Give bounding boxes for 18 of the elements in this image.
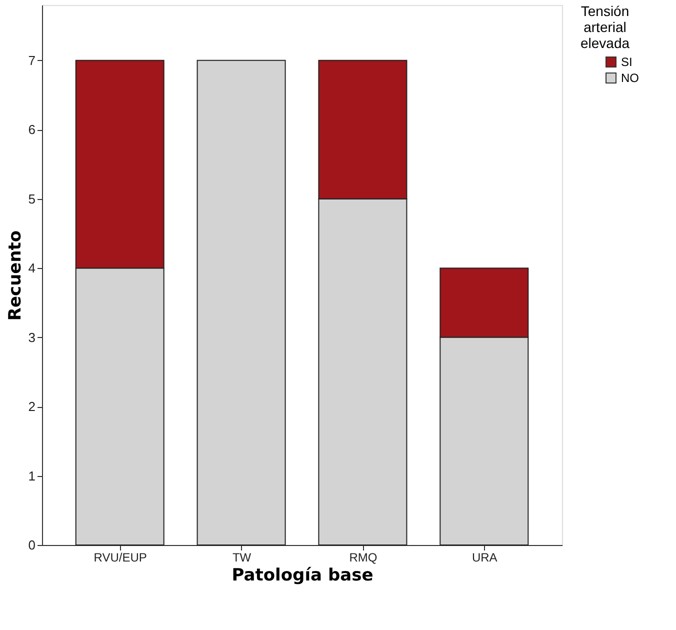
x-tick-label: RMQ [349, 550, 378, 564]
x-tick-label: RVU/EUP [94, 550, 147, 564]
legend-label: SI [621, 55, 632, 69]
y-tick-label: 6 [28, 122, 36, 138]
y-tick-label: 0 [28, 538, 36, 552]
y-tick-label: 4 [28, 260, 36, 276]
y-tick-label: 2 [28, 399, 36, 414]
y-tick-label: 7 [28, 52, 36, 68]
x-tick-label: TW [232, 550, 252, 564]
bar [196, 60, 286, 546]
legend-title: Tensión arterial elevada [580, 3, 630, 51]
x-tick-label: URA [472, 550, 498, 564]
x-axis-title: Patología base [232, 566, 374, 586]
y-tick-label: 1 [28, 468, 36, 484]
y-tick-label: 3 [28, 330, 36, 345]
y-tick-label: 5 [28, 191, 36, 206]
legend-label: NO [621, 71, 639, 85]
y-axis-title: Recuento [5, 230, 26, 321]
